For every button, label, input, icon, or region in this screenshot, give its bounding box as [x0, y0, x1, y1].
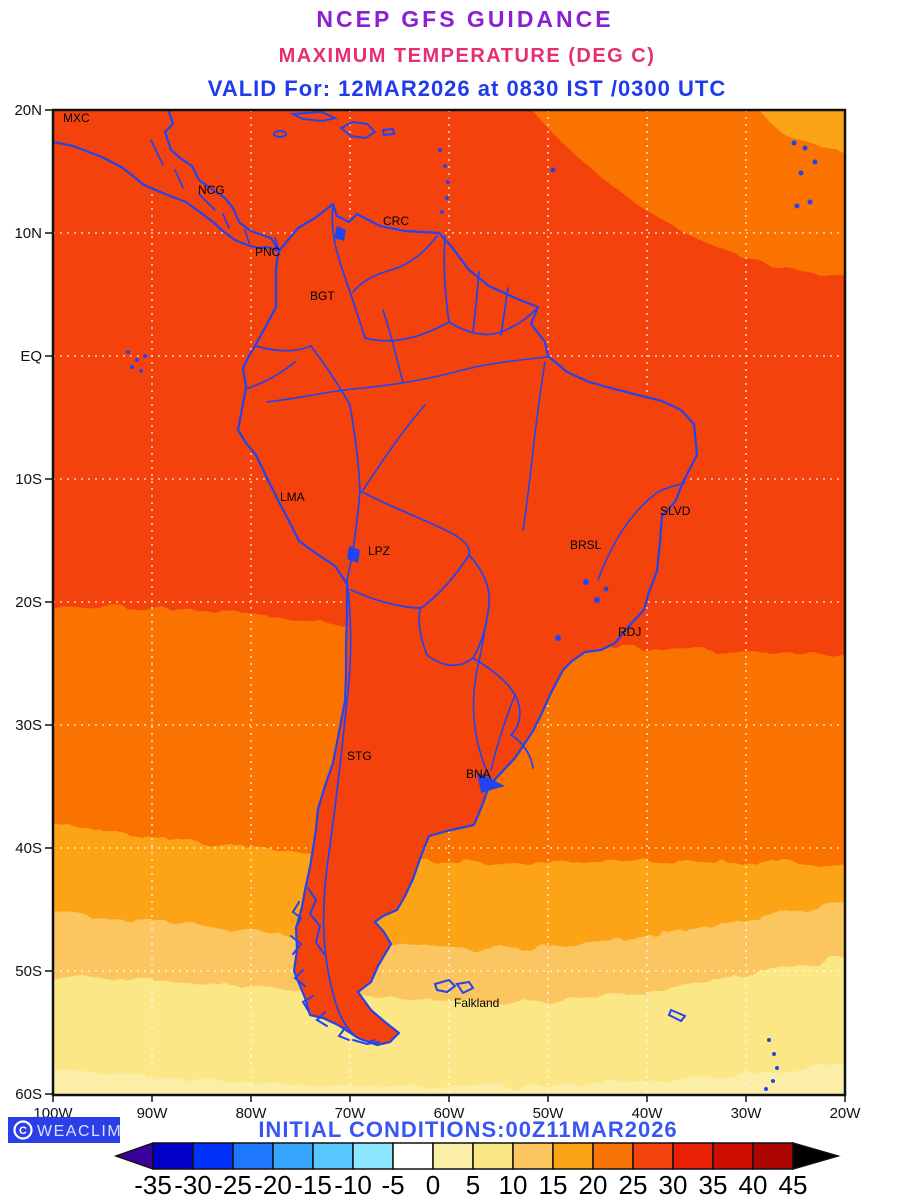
lon-tick-label: 80W	[236, 1105, 268, 1122]
logo-copyright-mark: C	[19, 1125, 27, 1137]
city-labels: MXC NCG PNC CRC BGT LMA LPZ BRSL SLVD RDJ STG BNA Fa…	[63, 111, 691, 1010]
temperature-colorbar: -35 -30 -25 -20 -15 -10 -5 0 5 10 15 20 25 30 35 40 45	[113, 1141, 841, 1200]
colorbar-tick-label: -35	[134, 1170, 172, 1200]
lat-tick-label: 40S	[15, 840, 42, 857]
country-borders	[150, 139, 536, 1043]
lat-tick-label: 10S	[15, 471, 42, 488]
weaclim-logo: C WEACLIM	[8, 1117, 122, 1143]
lat-tick-label: 50S	[15, 963, 42, 980]
colorbar-segment	[472, 1142, 514, 1170]
lon-tick-label: 20W	[830, 1105, 862, 1122]
city-label-bgt: BGT	[310, 289, 335, 303]
longitude-axis: 100W 90W 80W 70W 60W 50W 40W 30W 20W	[33, 1095, 861, 1122]
latitude-axis: 20N 10N EQ 10S 20S 30S 40S 50S 60S	[14, 102, 53, 1103]
city-label-slvd: SLVD	[660, 504, 691, 518]
colorbar-segment	[552, 1142, 594, 1170]
lakes	[334, 167, 609, 793]
map-canvas: MXC NCG PNC CRC BGT LMA LPZ BRSL SLVD RDJ STG BNA Fa…	[51, 108, 847, 1097]
colorbar-tick-label: 20	[579, 1170, 608, 1200]
city-label-mxc: MXC	[63, 111, 90, 125]
lon-tick-label: 70W	[335, 1105, 367, 1122]
colorbar-tick-label: 15	[539, 1170, 568, 1200]
colorbar-right-arrow	[792, 1142, 841, 1170]
lat-tick-label: 20N	[14, 102, 42, 119]
valid-time-label: VALID For: 12MAR2026 at 0830 IST /0300 U…	[208, 76, 726, 101]
ocean-bands-north	[531, 110, 845, 278]
fjords	[290, 887, 380, 1046]
colorbar-tick-label: 30	[659, 1170, 688, 1200]
colorbar-tick-label: 0	[426, 1170, 440, 1200]
colorbar-segment	[672, 1142, 714, 1170]
lat-tick-label: 30S	[15, 717, 42, 734]
city-label-lma: LMA	[280, 490, 305, 504]
city-label-crc: CRC	[383, 214, 409, 228]
colorbar-tick-label: 45	[779, 1170, 808, 1200]
colorbar-segment	[232, 1142, 274, 1170]
lon-tick-label: 50W	[533, 1105, 565, 1122]
lon-tick-label: 90W	[137, 1105, 169, 1122]
colorbar-tick-label: 10	[499, 1170, 528, 1200]
city-label-rdj: RDJ	[618, 625, 641, 639]
colorbar-segment	[632, 1142, 674, 1170]
colorbar-tick-label: -5	[381, 1170, 404, 1200]
chart-subtitle: MAXIMUM TEMPERATURE (DEG C)	[279, 45, 656, 67]
colorbar-tick-label: -10	[334, 1170, 372, 1200]
colorbar-segment	[152, 1142, 194, 1170]
lat-tick-label: 20S	[15, 594, 42, 611]
page-title: NCEP GFS GUIDANCE	[316, 6, 613, 32]
city-label-stg: STG	[347, 749, 372, 763]
colorbar-segment	[752, 1142, 794, 1170]
colorbar-tick-label: 35	[699, 1170, 728, 1200]
colorbar-tick-label: -15	[294, 1170, 332, 1200]
initial-conditions-label: INITIAL CONDITIONS:00Z11MAR2026	[258, 1117, 677, 1142]
lat-tick-label: EQ	[20, 348, 42, 365]
colorbar-tick-label: 5	[466, 1170, 480, 1200]
small-islands	[126, 140, 818, 1091]
lon-tick-label: 30W	[731, 1105, 763, 1122]
city-label-falkland: Falkland	[454, 996, 499, 1010]
colorbar-segment	[272, 1142, 314, 1170]
lat-tick-label: 60S	[15, 1086, 42, 1103]
city-label-brsl: BRSL	[570, 538, 602, 552]
logo-text: WEACLIM	[37, 1123, 122, 1140]
colorbar-segment	[312, 1142, 354, 1170]
lat-tick-label: 10N	[14, 225, 42, 242]
colorbar-tick-label: 25	[619, 1170, 648, 1200]
colorbar-segment	[352, 1142, 394, 1170]
colorbar-segment	[392, 1142, 434, 1170]
city-label-ncg: NCG	[198, 183, 225, 197]
islands	[273, 110, 687, 1023]
colorbar-left-arrow	[113, 1141, 154, 1171]
city-label-bna: BNA	[466, 767, 491, 781]
lon-tick-label: 60W	[434, 1105, 466, 1122]
colorbar-segment	[432, 1142, 474, 1170]
colorbar-tick-label: -20	[254, 1170, 292, 1200]
colorbar-tick-label: -30	[174, 1170, 212, 1200]
colorbar-segment	[192, 1142, 234, 1170]
city-label-pnc: PNC	[255, 245, 281, 259]
city-label-lpz: LPZ	[368, 544, 390, 558]
colorbar-segment	[712, 1142, 754, 1170]
colorbar-segment	[512, 1142, 554, 1170]
rivers	[266, 235, 686, 783]
logo-circle-icon	[13, 1120, 33, 1140]
lon-tick-label: 40W	[632, 1105, 664, 1122]
colorbar-segment	[592, 1142, 634, 1170]
colorbar-tick-label: 40	[739, 1170, 768, 1200]
colorbar-tick-label: -25	[214, 1170, 252, 1200]
